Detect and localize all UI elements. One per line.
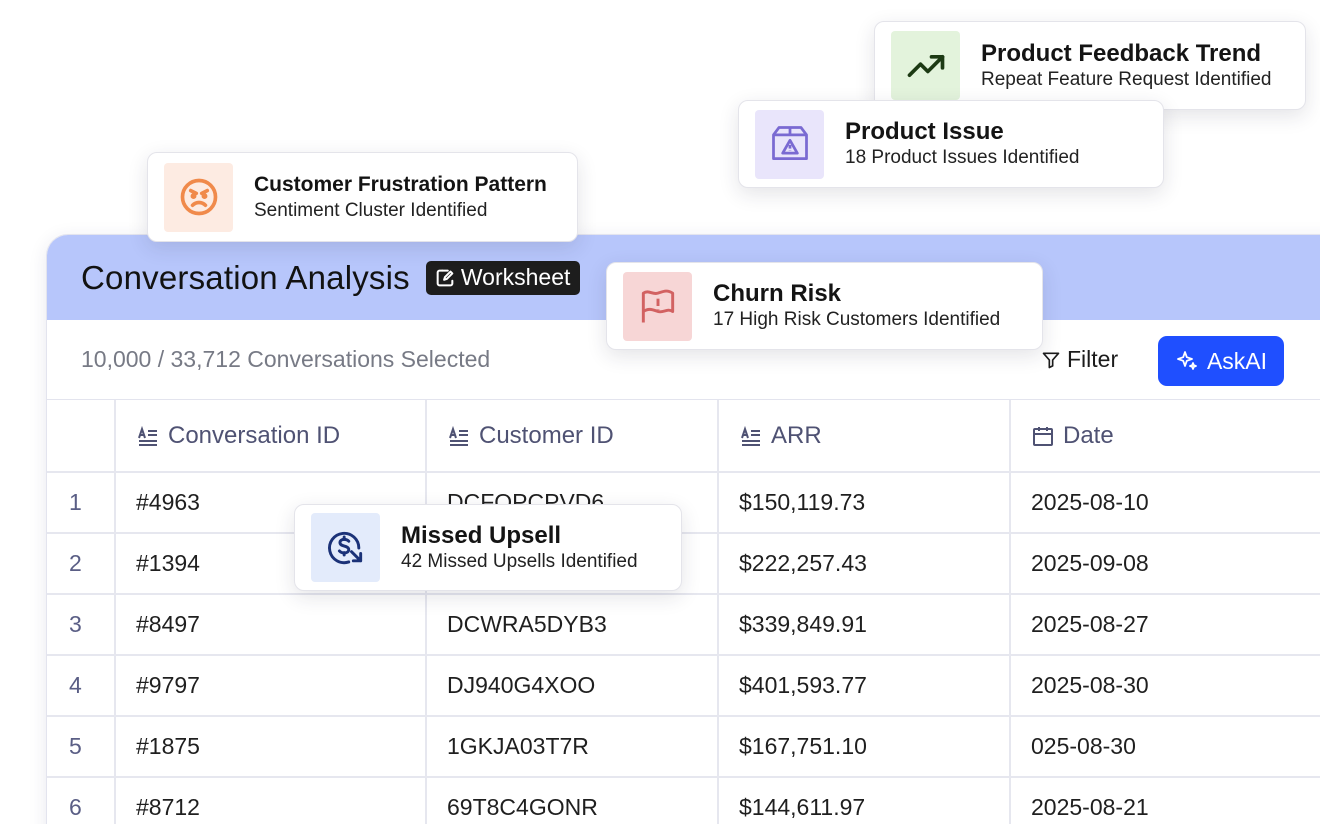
sparkle-icon [1177, 351, 1197, 370]
arr-cell[interactable]: $401,593.77 [718, 655, 1011, 717]
row-number: 5 [47, 716, 116, 778]
card-text: Customer Frustration Pattern Sentiment C… [254, 171, 547, 223]
box-warning-icon [771, 126, 808, 161]
card-icon-box [164, 162, 233, 232]
text-field-icon [138, 425, 157, 446]
row-number: 3 [47, 594, 116, 656]
customer-id-cell[interactable]: DJ940G4XOO [426, 655, 719, 717]
askai-label: AskAI [1206, 347, 1268, 374]
card-text: Churn Risk 17 High Risk Customers Identi… [713, 280, 1000, 332]
card-text: Product Issue 18 Product Issues Identifi… [845, 118, 1079, 170]
column-header-rownum [47, 400, 116, 473]
card-title: Product Feedback Trend [981, 39, 1262, 67]
column-header-date[interactable]: Date [1010, 400, 1320, 473]
trend-up-icon [907, 54, 944, 77]
text-field-icon [741, 425, 760, 446]
card-subtitle: Sentiment Cluster Identified [254, 200, 488, 221]
flag-alert-icon [641, 289, 674, 323]
card-title: Churn Risk [713, 280, 842, 307]
filter-label: Filter [1067, 346, 1119, 372]
table-row[interactable]: 2 #1394 $222,257.43 2025-09-08 [47, 533, 1320, 595]
conversation-table: Conversation ID Customer ID ARR Date 1 # [47, 400, 1320, 824]
product-issue-card[interactable]: Product Issue 18 Product Issues Identifi… [738, 100, 1164, 188]
page-title: Conversation Analysis [81, 258, 410, 296]
product-feedback-card[interactable]: Product Feedback Trend Repeat Feature Re… [874, 21, 1306, 110]
arr-cell[interactable]: $222,257.43 [718, 533, 1011, 595]
table-row[interactable]: 5 #1875 1GKJA03T7R $167,751.10 025-08-30 [47, 716, 1320, 778]
missed-upsell-card[interactable]: Missed Upsell 42 Missed Upsells Identifi… [294, 504, 682, 591]
column-header-conversation-id[interactable]: Conversation ID [115, 400, 427, 473]
arr-cell[interactable]: $167,751.10 [718, 716, 1011, 778]
churn-risk-card[interactable]: Churn Risk 17 High Risk Customers Identi… [606, 262, 1043, 350]
worksheet-icon [436, 269, 454, 286]
card-title: Missed Upsell [401, 521, 562, 549]
card-text: Missed Upsell 42 Missed Upsells Identifi… [401, 522, 638, 574]
card-subtitle: 17 High Risk Customers Identified [713, 309, 1001, 330]
date-cell[interactable]: 2025-08-30 [1010, 655, 1320, 717]
card-subtitle: 18 Product Issues Identified [845, 147, 1080, 168]
card-icon-box [755, 109, 824, 179]
row-number: 2 [47, 533, 116, 595]
selected-count: 10,000 / 33,712 Conversations Selected [81, 346, 491, 372]
card-title: Customer Frustration Pattern [254, 173, 547, 196]
text-field-icon [449, 425, 468, 446]
column-header-arr[interactable]: ARR [718, 400, 1011, 473]
card-icon-box [311, 513, 380, 582]
date-cell[interactable]: 2025-09-08 [1010, 533, 1320, 595]
row-number: 1 [47, 472, 116, 534]
date-cell[interactable]: 2025-08-21 [1010, 777, 1320, 824]
table-header-row: Conversation ID Customer ID ARR Date [47, 400, 1320, 473]
conversation-id-cell[interactable]: #9797 [115, 655, 427, 717]
row-number: 6 [47, 777, 116, 824]
card-subtitle: 42 Missed Upsells Identified [401, 550, 638, 572]
calendar-icon [1033, 426, 1053, 446]
card-icon-box [623, 271, 692, 341]
arr-cell[interactable]: $144,611.97 [718, 777, 1011, 824]
table-row[interactable]: 1 #4963 DCFOPCPVD6 $150,119.73 2025-08-1… [47, 472, 1320, 534]
worksheet-badge[interactable]: Worksheet [425, 260, 581, 295]
conversation-id-cell[interactable]: #1875 [115, 716, 427, 778]
column-label: ARR [771, 421, 822, 449]
customer-id-cell[interactable]: DCWRA5DYB3 [426, 594, 719, 656]
conversation-id-cell[interactable]: #8497 [115, 594, 427, 656]
filter-icon [1042, 352, 1060, 368]
date-cell[interactable]: 2025-08-10 [1010, 472, 1320, 534]
toolbar: 10,000 / 33,712 Conversations Selected F… [47, 320, 1320, 400]
table-row[interactable]: 4 #9797 DJ940G4XOO $401,593.77 2025-08-3… [47, 655, 1320, 717]
angry-face-icon [180, 178, 217, 216]
filter-button[interactable]: Filter [1041, 346, 1118, 373]
customer-frustration-card[interactable]: Customer Frustration Pattern Sentiment C… [147, 152, 578, 242]
column-label: Customer ID [479, 421, 614, 449]
card-icon-box [891, 31, 960, 100]
worksheet-label: Worksheet [460, 264, 571, 290]
row-number: 4 [47, 655, 116, 717]
column-header-customer-id[interactable]: Customer ID [426, 400, 719, 473]
askai-button[interactable]: AskAI [1158, 336, 1284, 386]
date-cell[interactable]: 025-08-30 [1010, 716, 1320, 778]
card-title: Product Issue [845, 118, 1004, 145]
date-cell[interactable]: 2025-08-27 [1010, 594, 1320, 656]
table-row[interactable]: 6 #8712 69T8C4GONR $144,611.97 2025-08-2… [47, 777, 1320, 824]
column-label: Conversation ID [168, 421, 341, 449]
column-label: Date [1063, 421, 1114, 449]
card-text: Product Feedback Trend Repeat Feature Re… [981, 40, 1271, 92]
conversation-id-cell[interactable]: #8712 [115, 777, 427, 824]
table-row[interactable]: 3 #8497 DCWRA5DYB3 $339,849.91 2025-08-2… [47, 594, 1320, 656]
card-subtitle: Repeat Feature Request Identified [981, 68, 1272, 90]
arr-cell[interactable]: $339,849.91 [718, 594, 1011, 656]
dollar-down-icon [327, 531, 362, 564]
customer-id-cell[interactable]: 1GKJA03T7R [426, 716, 719, 778]
arr-cell[interactable]: $150,119.73 [718, 472, 1011, 534]
customer-id-cell[interactable]: 69T8C4GONR [426, 777, 719, 824]
